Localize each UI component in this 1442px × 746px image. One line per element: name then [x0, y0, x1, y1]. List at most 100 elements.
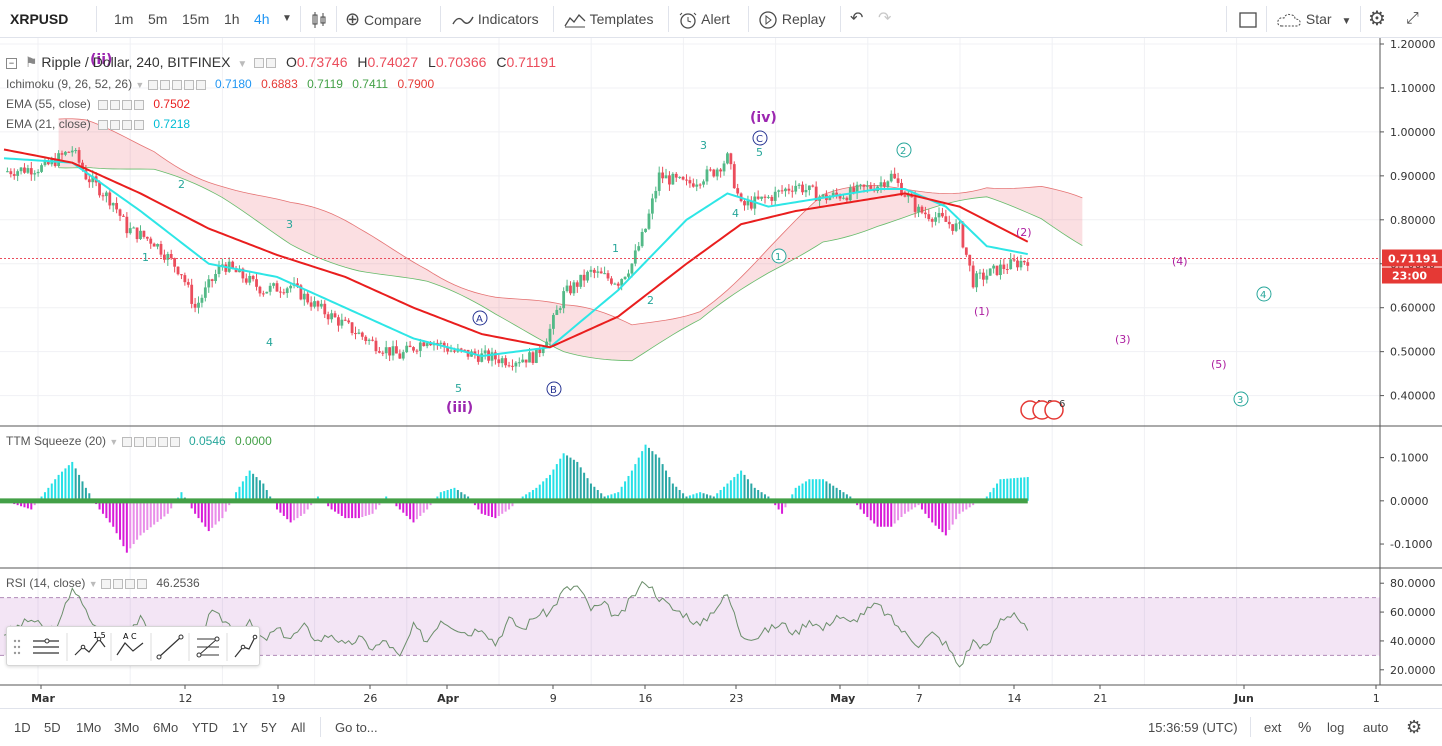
horizontal-lines-tool-icon[interactable] — [33, 638, 59, 654]
candle-body — [183, 275, 187, 283]
ichimoku-eye-icon[interactable] — [147, 79, 158, 90]
fib-tool-icon[interactable] — [196, 636, 220, 658]
range-1y[interactable]: 1Y — [232, 720, 248, 735]
ttm-legend: TTM Squeeze (20) ▼ 0.0546 0.0000 — [6, 434, 272, 448]
wave-annotations: (ii) (iii) (iv) 1 2 3 4 5 1 2 3 4 5 A B C 1 2 3 4 (1) (2) (3) (… — [90, 52, 1272, 416]
ema21-close-icon[interactable] — [134, 119, 145, 130]
candle-body — [828, 196, 832, 201]
candle-body — [29, 168, 33, 175]
bottom-settings-gear-icon[interactable]: ⚙ — [1406, 717, 1423, 737]
ttm-eye-icon[interactable] — [121, 436, 132, 447]
legend-eye-icon[interactable] — [254, 58, 265, 69]
interval-1h[interactable]: 1h — [224, 11, 240, 27]
alert-button[interactable]: Alert — [678, 0, 730, 38]
ttm-settings-icon[interactable] — [133, 436, 144, 447]
range-1mo[interactable]: 1Mo — [76, 720, 102, 735]
ema21-eye-icon[interactable] — [98, 119, 109, 130]
range-all[interactable]: All — [291, 720, 306, 735]
trend-line-tool-icon[interactable] — [156, 634, 184, 660]
candle-body — [995, 265, 999, 276]
ema55-line — [3, 148, 1029, 349]
range-ytd[interactable]: YTD — [192, 720, 218, 735]
rsi-eye-icon[interactable] — [100, 578, 111, 589]
fullscreen-expand-icon[interactable]: ⤢ — [1406, 10, 1419, 27]
candle-body — [207, 279, 211, 288]
candle-body — [855, 184, 859, 193]
ichimoku-settings-icon[interactable] — [159, 79, 170, 90]
collapse-legend-icon[interactable]: − — [6, 57, 17, 69]
path-tool-icon[interactable] — [234, 634, 258, 658]
candle-body — [296, 283, 299, 286]
rsi-more-icon[interactable] — [124, 578, 135, 589]
interval-dropdown-icon[interactable]: ▼ — [282, 13, 292, 24]
rsi-close-icon[interactable] — [136, 578, 147, 589]
chart-canvas[interactable]: 1.200001.100001.000000.900000.800000.700… — [0, 38, 1442, 708]
ema21-settings-icon[interactable] — [110, 119, 121, 130]
star-button[interactable]: Star ▼ — [1276, 0, 1351, 38]
ema21-label: EMA (21, close) — [6, 117, 91, 131]
ema21-more-icon[interactable] — [122, 119, 133, 130]
candle-body — [937, 212, 941, 218]
indicators-button[interactable]: Indicators — [452, 0, 539, 38]
templates-button[interactable]: Templates — [564, 0, 653, 38]
range-5d[interactable]: 5D — [44, 720, 61, 735]
candle-body — [749, 200, 753, 209]
ttm-bar — [951, 500, 954, 525]
ext-toggle[interactable]: ext — [1264, 720, 1282, 735]
percent-toggle[interactable]: % — [1298, 719, 1312, 736]
ttm-close-icon[interactable] — [169, 436, 180, 447]
candle-body — [251, 275, 255, 280]
ichimoku-source-icon[interactable] — [171, 79, 182, 90]
candle-body — [309, 302, 313, 307]
ttm-bar — [825, 481, 828, 501]
chart-area[interactable]: 1.200001.100001.000000.900000.800000.700… — [0, 38, 1442, 708]
goto-button[interactable]: Go to... — [335, 720, 378, 735]
legend-settings-icon[interactable] — [266, 58, 277, 69]
candle-body — [552, 314, 555, 329]
interval-15m[interactable]: 15m — [182, 11, 210, 27]
ema55-eye-icon[interactable] — [98, 99, 109, 110]
elliott-impulse-tool-icon[interactable]: 1 5 — [74, 631, 106, 656]
ttm-bar — [115, 500, 118, 534]
ema55-more-icon[interactable] — [122, 99, 133, 110]
interval-4h[interactable]: 4h — [254, 11, 270, 27]
ema55-value: 0.7502 — [153, 97, 191, 111]
candle-body — [896, 178, 900, 183]
ttm-more-icon[interactable] — [157, 436, 168, 447]
symbol-search[interactable]: XRPUSD — [10, 11, 69, 27]
ttm-bar — [487, 500, 490, 516]
candle-body — [214, 274, 217, 282]
range-3mo[interactable]: 3Mo — [114, 720, 140, 735]
range-5y[interactable]: 5Y — [261, 720, 277, 735]
undo-icon[interactable]: ↶ — [850, 10, 864, 27]
fullscreen-square-icon[interactable] — [1238, 0, 1258, 38]
rsi-settings-icon[interactable] — [112, 578, 123, 589]
compare-button[interactable]: ⊕ Compare — [345, 0, 422, 38]
settings-gear-icon[interactable]: ⚙ — [1368, 8, 1386, 30]
log-toggle[interactable]: log — [1327, 720, 1345, 735]
chart-type-candles-icon[interactable] — [310, 0, 328, 38]
ttm-axis: 0.1000 0.0000 -0.1000 — [1380, 452, 1432, 551]
minor-wave-label: 2 — [647, 294, 654, 307]
ttm-bar — [1006, 478, 1009, 501]
auto-toggle[interactable]: auto — [1363, 720, 1389, 735]
redo-icon[interactable]: ↷ — [878, 10, 892, 27]
ttm-source-icon[interactable] — [145, 436, 156, 447]
elliott-correction-tool-icon[interactable]: A C — [116, 632, 144, 656]
ema55-settings-icon[interactable] — [110, 99, 121, 110]
interval-1m[interactable]: 1m — [114, 11, 134, 27]
drag-handle-icon[interactable] — [13, 639, 21, 655]
ttm-bar — [142, 500, 145, 533]
ttm-bar — [1002, 478, 1005, 501]
ichimoku-more-icon[interactable] — [183, 79, 194, 90]
ema55-close-icon[interactable] — [134, 99, 145, 110]
candle-body — [633, 250, 637, 264]
replay-button[interactable]: Replay — [758, 0, 825, 38]
candle-body — [743, 201, 746, 206]
range-1d[interactable]: 1D — [14, 720, 31, 735]
svg-text:1 5: 1 5 — [93, 631, 106, 640]
range-6mo[interactable]: 6Mo — [153, 720, 179, 735]
ichimoku-close-icon[interactable] — [195, 79, 206, 90]
interval-5m[interactable]: 5m — [148, 11, 168, 27]
rsi-label: RSI (14, close) — [6, 576, 86, 590]
